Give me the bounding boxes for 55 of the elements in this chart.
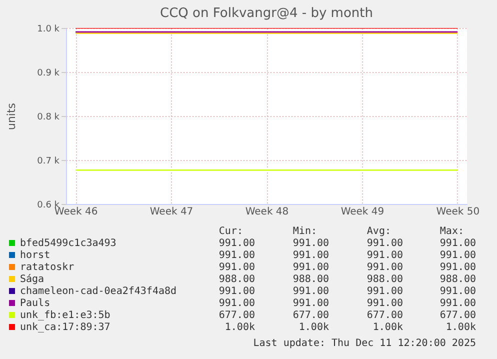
text: 991.00: [440, 298, 476, 309]
x-tick-label: Week 47: [150, 206, 194, 218]
x-tick-label: Week 50: [436, 206, 480, 218]
text: 991.00: [366, 286, 403, 297]
text: 991.00: [292, 286, 329, 297]
text: 1.00k: [372, 322, 403, 333]
legend-label: Sága: [20, 274, 44, 285]
text: 988.00: [292, 274, 329, 285]
text: 991.00: [366, 238, 403, 249]
text: 991.00: [218, 262, 255, 273]
text: 991.00: [440, 286, 476, 297]
text: 991.00: [366, 250, 403, 261]
text: 991.00: [292, 238, 329, 249]
text: Last update: Thu Dec 11 12:20:00 2025: [253, 338, 476, 349]
text: Max:: [440, 226, 464, 237]
text: 991.00: [440, 262, 476, 273]
text: 988.00: [218, 274, 255, 285]
text: 991.00: [218, 298, 255, 309]
text: Avg:: [366, 226, 391, 237]
text: Cur:: [218, 226, 243, 237]
text: 677.00: [440, 310, 476, 321]
text: 677.00: [366, 310, 403, 321]
legend-label: unk_ca:17:89:37: [20, 322, 110, 333]
text: 991.00: [292, 250, 329, 261]
text: 991.00: [440, 238, 476, 249]
text: 991.00: [218, 286, 255, 297]
y-tick-label: 0.8 k: [37, 112, 60, 122]
text: 677.00: [218, 310, 255, 321]
text: 677.00: [292, 310, 329, 321]
text: 991.00: [366, 262, 403, 273]
y-axis-title: units: [5, 102, 18, 130]
text: 1.00k: [446, 322, 476, 333]
chart-title: CCQ on Folkvangr@4 - by month: [160, 6, 373, 21]
text: 991.00: [366, 298, 403, 309]
legend-label: ratatoskr: [20, 262, 74, 273]
text: 991.00: [440, 250, 476, 261]
text: Min:: [292, 226, 317, 237]
x-tick-label: Week 48: [245, 206, 289, 218]
text: 1.00k: [224, 322, 255, 333]
legend-label: chameleon-cad-0ea2f43f4a8d: [20, 286, 177, 297]
y-tick-label: 0.7 k: [37, 156, 60, 166]
text: 988.00: [366, 274, 403, 285]
legend-label: horst: [20, 250, 50, 261]
text: 988.00: [440, 274, 476, 285]
text: 991.00: [292, 298, 329, 309]
y-tick-label: 1.0 k: [37, 24, 60, 34]
text: 991.00: [218, 238, 255, 249]
text: 991.00: [292, 262, 329, 273]
text: 991.00: [218, 250, 255, 261]
x-tick-label: Week 49: [340, 206, 384, 218]
legend-label: unk_fb:e1:e3:5b: [20, 310, 110, 321]
legend-label: Pauls: [20, 298, 50, 309]
y-tick-label: 0.9 k: [37, 68, 60, 78]
legend-label: bfed5499c1c3a493: [20, 238, 116, 249]
text: 1.00k: [298, 322, 329, 333]
